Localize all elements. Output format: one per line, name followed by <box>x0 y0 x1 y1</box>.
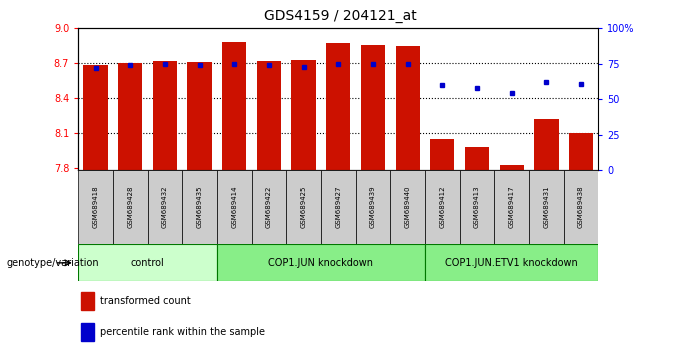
Bar <box>361 45 385 170</box>
Text: COP1.JUN knockdown: COP1.JUN knockdown <box>269 258 373 268</box>
Bar <box>153 61 177 170</box>
Bar <box>425 170 460 244</box>
Text: GSM689418: GSM689418 <box>92 186 99 228</box>
Bar <box>78 170 113 244</box>
Text: GSM689432: GSM689432 <box>162 186 168 228</box>
Bar <box>82 323 94 341</box>
Bar <box>257 61 281 170</box>
Text: transformed count: transformed count <box>100 296 191 306</box>
Text: GSM689412: GSM689412 <box>439 186 445 228</box>
Bar <box>460 170 494 244</box>
Text: GSM689413: GSM689413 <box>474 186 480 228</box>
Bar <box>465 147 489 170</box>
Bar <box>217 244 425 281</box>
Bar <box>425 244 598 281</box>
Bar <box>494 170 529 244</box>
Bar <box>222 42 246 170</box>
Bar <box>84 65 107 170</box>
Bar <box>356 170 390 244</box>
Text: GSM689417: GSM689417 <box>509 186 515 228</box>
Bar <box>390 170 425 244</box>
Text: GSM689431: GSM689431 <box>543 186 549 228</box>
Bar <box>252 170 286 244</box>
Text: COP1.JUN.ETV1 knockdown: COP1.JUN.ETV1 knockdown <box>445 258 578 268</box>
Bar <box>500 165 524 170</box>
Text: GSM689428: GSM689428 <box>127 186 133 228</box>
Bar <box>113 170 148 244</box>
Text: GSM689427: GSM689427 <box>335 186 341 228</box>
Text: GSM689435: GSM689435 <box>197 186 203 228</box>
Bar <box>564 170 598 244</box>
Bar <box>534 119 558 170</box>
Bar <box>217 170 252 244</box>
Bar <box>286 170 321 244</box>
Text: percentile rank within the sample: percentile rank within the sample <box>100 327 265 337</box>
Text: GSM689422: GSM689422 <box>266 186 272 228</box>
Bar <box>148 170 182 244</box>
Text: GSM689440: GSM689440 <box>405 186 411 228</box>
Bar <box>118 63 142 170</box>
Text: GSM689425: GSM689425 <box>301 186 307 228</box>
Text: GSM689438: GSM689438 <box>578 186 584 228</box>
Bar <box>78 244 217 281</box>
Bar <box>430 138 454 170</box>
Text: genotype/variation: genotype/variation <box>7 258 99 268</box>
Bar <box>529 170 564 244</box>
Bar <box>292 60 316 170</box>
Bar <box>188 62 211 170</box>
Bar <box>82 292 94 310</box>
Bar <box>569 133 593 170</box>
Bar <box>326 44 350 170</box>
Bar <box>321 170 356 244</box>
Text: control: control <box>131 258 165 268</box>
Bar <box>182 170 217 244</box>
Text: GSM689414: GSM689414 <box>231 186 237 228</box>
Text: GSM689439: GSM689439 <box>370 186 376 228</box>
Bar <box>396 46 420 170</box>
Text: GDS4159 / 204121_at: GDS4159 / 204121_at <box>264 9 416 23</box>
